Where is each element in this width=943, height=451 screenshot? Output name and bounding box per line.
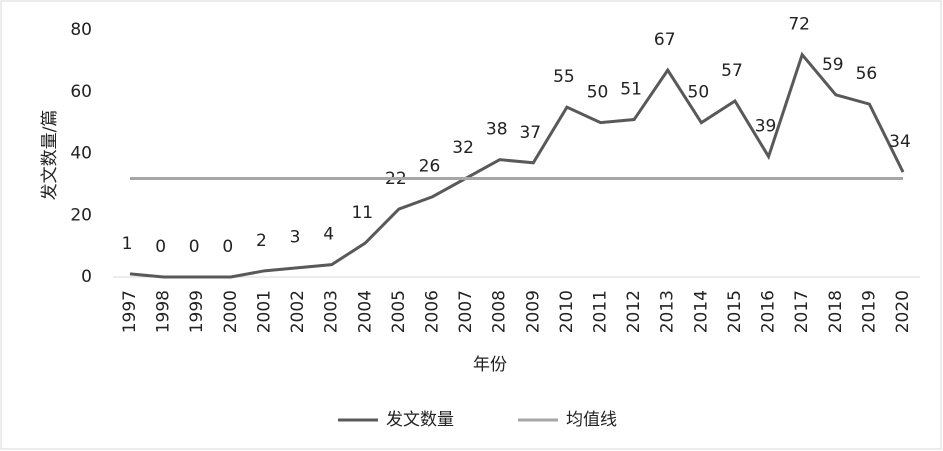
data-label: 34 (889, 132, 911, 152)
x-tick-label: 2008 (490, 290, 510, 333)
data-label: 51 (620, 80, 642, 100)
legend-label: 发文数量 (386, 410, 454, 430)
data-label: 0 (189, 237, 200, 257)
data-label: 50 (688, 83, 710, 103)
y-axis-label: 发文数量/篇 (40, 110, 60, 201)
data-label: 4 (323, 225, 334, 245)
x-tick-label: 2010 (557, 290, 577, 333)
data-label: 2 (256, 231, 267, 251)
data-label: 57 (721, 61, 743, 81)
x-tick-label: 2016 (759, 290, 779, 333)
x-tick-label: 2017 (792, 290, 812, 333)
x-tick-label: 2020 (893, 290, 913, 333)
x-tick-label: 1998 (154, 290, 174, 333)
data-label: 59 (822, 55, 844, 75)
x-tick-label: 2009 (523, 290, 543, 333)
x-tick-label: 2014 (691, 290, 711, 333)
x-tick-label: 1999 (187, 290, 207, 333)
x-axis-label: 年份 (473, 355, 507, 375)
x-tick-label: 2018 (826, 290, 846, 333)
data-label: 26 (419, 157, 441, 177)
x-tick-label: 2013 (658, 290, 678, 333)
data-label: 11 (351, 203, 373, 223)
data-label: 50 (587, 83, 609, 103)
data-label: 1 (122, 234, 133, 254)
x-tick-label: 2019 (859, 290, 879, 333)
x-tick-label: 2006 (422, 290, 442, 333)
y-tick-label: 80 (70, 20, 92, 40)
data-label: 0 (155, 237, 166, 257)
x-tick-label: 2007 (456, 290, 476, 333)
data-label: 72 (788, 15, 810, 35)
data-label: 37 (519, 123, 541, 143)
y-tick-label: 60 (70, 82, 92, 102)
data-label: 55 (553, 67, 575, 87)
data-label: 67 (654, 30, 676, 50)
data-label: 38 (486, 120, 508, 140)
x-tick-label: 2005 (389, 290, 409, 333)
data-label: 56 (856, 64, 878, 84)
y-tick-label: 20 (70, 205, 92, 225)
y-tick-label: 40 (70, 144, 92, 164)
series-line (129, 51, 905, 279)
x-tick-label: 2015 (725, 290, 745, 333)
x-tick-label: 2011 (591, 290, 611, 333)
x-tick-label: 2012 (624, 290, 644, 333)
x-tick-label: 2001 (254, 290, 274, 333)
data-label: 39 (755, 117, 777, 137)
x-tick-label: 2003 (322, 290, 342, 333)
legend-label: 均值线 (566, 410, 617, 430)
x-tick-label: 1997 (120, 290, 140, 333)
x-tick-label: 2004 (355, 290, 375, 333)
data-label: 3 (290, 228, 301, 248)
data-label: 0 (222, 237, 233, 257)
y-tick-label: 0 (81, 267, 92, 287)
x-tick-label: 2000 (221, 290, 241, 333)
x-tick-label: 2002 (288, 290, 308, 333)
data-label: 32 (452, 138, 474, 158)
